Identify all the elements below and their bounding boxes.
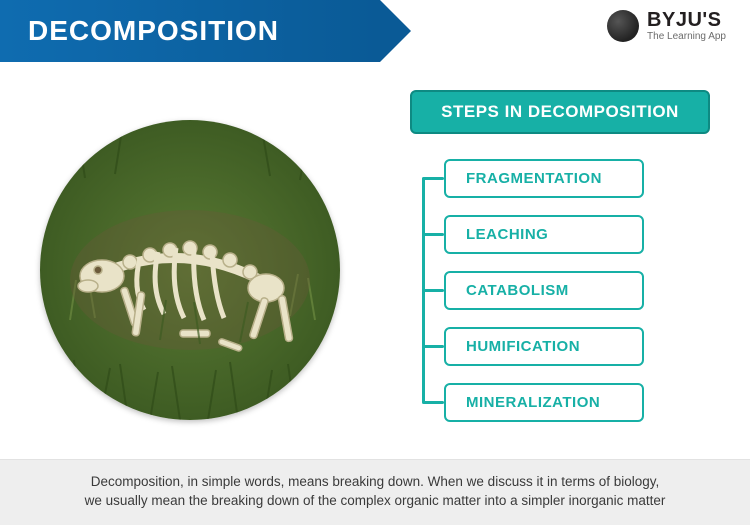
steps-list: FRAGMENTATION LEACHING CATABOLISM HUMIFI… bbox=[410, 150, 720, 430]
step-humification: HUMIFICATION bbox=[444, 327, 644, 366]
step-mineralization: MINERALIZATION bbox=[444, 383, 644, 422]
brand-name: BYJU'S bbox=[647, 10, 726, 30]
title-banner: DECOMPOSITION bbox=[0, 0, 380, 62]
decomposition-photo bbox=[40, 120, 340, 420]
connector-horizontal bbox=[422, 233, 444, 236]
content-area: STEPS IN DECOMPOSITION FRAGMENTATION LEA… bbox=[0, 80, 750, 460]
step-leaching: LEACHING bbox=[444, 215, 644, 254]
connector-horizontal bbox=[422, 289, 444, 292]
image-column bbox=[0, 80, 380, 460]
footer-description: Decomposition, in simple words, means br… bbox=[0, 459, 750, 525]
connector-horizontal bbox=[422, 401, 444, 404]
skeleton-in-grass-icon bbox=[40, 120, 340, 420]
step-row: LEACHING bbox=[410, 206, 720, 262]
connector-horizontal bbox=[422, 345, 444, 348]
steps-column: STEPS IN DECOMPOSITION FRAGMENTATION LEA… bbox=[380, 80, 750, 460]
page-title: DECOMPOSITION bbox=[28, 15, 279, 47]
brand-text: BYJU'S The Learning App bbox=[647, 10, 726, 42]
step-catabolism: CATABOLISM bbox=[444, 271, 644, 310]
step-fragmentation: FRAGMENTATION bbox=[444, 159, 644, 198]
brand-tagline: The Learning App bbox=[647, 32, 726, 42]
brand-block: BYJU'S The Learning App bbox=[607, 10, 726, 42]
step-row: CATABOLISM bbox=[410, 262, 720, 318]
step-row: MINERALIZATION bbox=[410, 374, 720, 430]
footer-line1: Decomposition, in simple words, means br… bbox=[91, 474, 660, 489]
brand-logo-icon bbox=[607, 10, 639, 42]
steps-header: STEPS IN DECOMPOSITION bbox=[410, 90, 710, 134]
connector-horizontal bbox=[422, 177, 444, 180]
step-row: FRAGMENTATION bbox=[410, 150, 720, 206]
header-bar: DECOMPOSITION BYJU'S The Learning App bbox=[0, 0, 750, 70]
step-row: HUMIFICATION bbox=[410, 318, 720, 374]
footer-line2: we usually mean the breaking down of the… bbox=[85, 493, 666, 508]
